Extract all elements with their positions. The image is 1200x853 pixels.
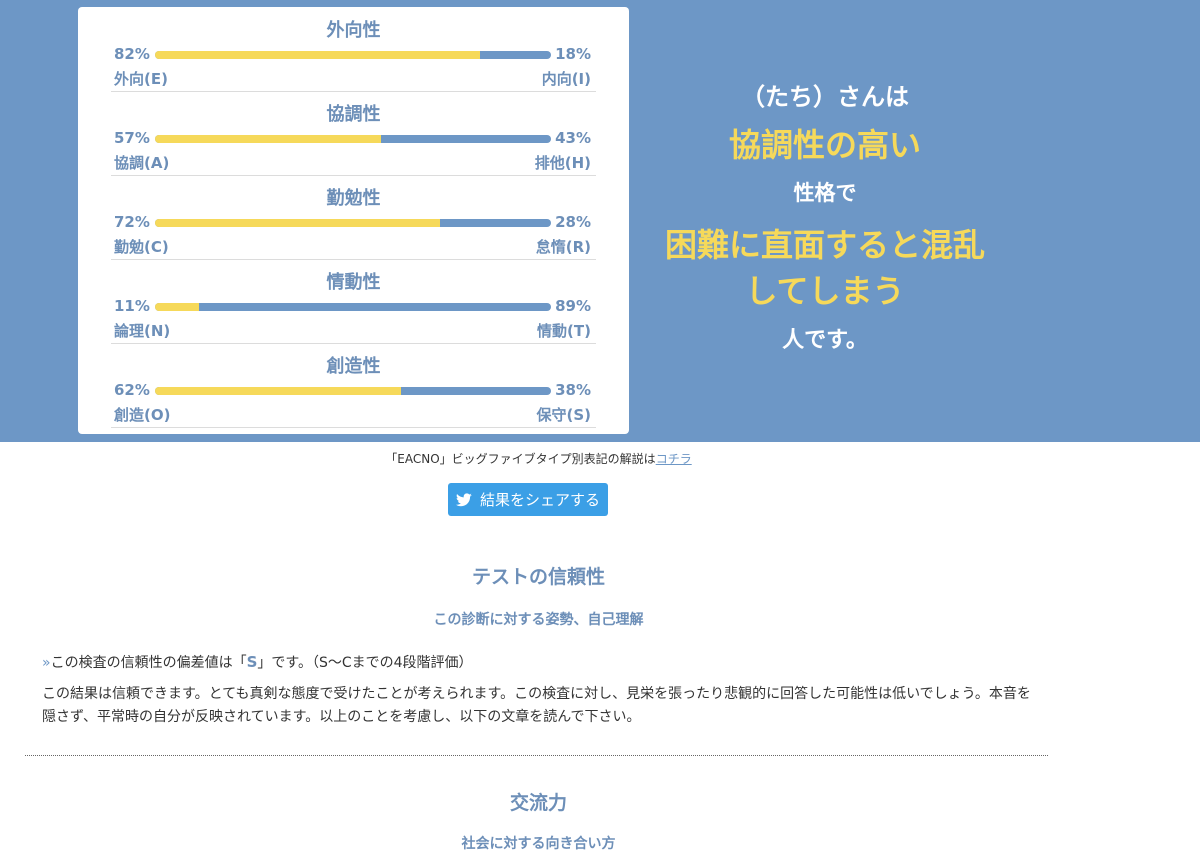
trait-left-percent: 57% [114,129,150,147]
communication-subheading: 社会に対する向き合い方 [461,836,616,852]
reliability-subheading: この診断に対する姿勢、自己理解 [433,612,644,628]
trait-left-percent: 82% [114,45,150,63]
summary-ending: 人です。 [782,328,868,353]
result-hero: 外向性 82% 18% 外向(E) 内向(I) 協調性 57% 43% 協調(A… [0,0,1200,442]
section-divider [25,755,1048,756]
trait-openness: 創造性 62% 38% 創造(O) 保守(S) [111,343,596,428]
summary-highlight-behavior-2: してしまう [745,272,905,310]
trait-card: 外向性 82% 18% 外向(E) 内向(I) 協調性 57% 43% 協調(A… [78,7,629,434]
trait-right-percent: 89% [555,297,591,315]
trait-conscientiousness: 勤勉性 72% 28% 勤勉(C) 怠惰(R) [111,175,596,260]
trait-right-percent: 28% [555,213,591,231]
trait-bar-fill [155,51,480,59]
trait-title: 外向性 [326,20,381,41]
trait-left-label: 外向(E) [114,70,168,88]
trait-left-percent: 62% [114,381,150,399]
trait-bar-fill [155,219,441,227]
trait-left-label: 論理(N) [114,322,171,340]
trait-title: 情動性 [326,272,381,293]
bullet-arrow-icon: » [42,655,51,671]
trait-right-label: 排他(H) [534,154,591,172]
trait-left-label: 協調(A) [114,154,170,172]
trait-bar-fill [155,135,381,143]
guide-link[interactable]: コチラ [655,452,692,466]
share-result-button[interactable]: 結果をシェアする [448,483,608,516]
trait-left-percent: 11% [114,297,150,315]
share-label: 結果をシェアする [479,491,600,509]
guide-text: 「EACNO」ビッグファイブタイプ別表記の解説は [385,452,656,466]
trait-bar [155,135,551,143]
score-pre-text: この検査の信頼性の偏差値は「 [50,655,247,671]
trait-bar [155,219,551,227]
personality-summary: （たち）さんは 協調性の高い 性格で 困難に直面すると混乱 してしまう 人です。 [630,0,1020,442]
trait-right-percent: 18% [555,45,591,63]
score-post-text: 」です。（S〜Cまでの4段階評価） [257,655,473,671]
trait-bar [155,51,551,59]
trait-bar-fill [155,303,199,311]
summary-highlight-trait: 協調性の高い [728,126,921,164]
trait-emotionality: 情動性 11% 89% 論理(N) 情動(T) [111,259,596,344]
trait-right-percent: 38% [555,381,591,399]
trait-right-label: 情動(T) [537,322,591,340]
summary-connector: 性格で [793,181,857,205]
trait-left-label: 勤勉(C) [114,238,169,256]
summary-highlight-behavior: 困難に直面すると混乱 [664,226,985,264]
trait-right-percent: 43% [555,129,591,147]
trait-extraversion: 外向性 82% 18% 外向(E) 内向(I) [111,7,596,92]
reliability-score-line: »この検査の信頼性の偏差値は「S」です。（S〜Cまでの4段階評価） [42,652,473,672]
trait-right-label: 内向(I) [541,70,591,88]
trait-title: 協調性 [326,104,381,125]
trait-left-percent: 72% [114,213,150,231]
trait-title: 創造性 [326,356,381,377]
reliability-paragraph: この結果は信頼できます。とても真剣な態度で受けたことが考えられます。この検査に対… [42,686,1031,725]
trait-left-label: 創造(O) [114,406,171,424]
reliability-heading: テストの信頼性 [471,566,605,588]
twitter-bird-icon [455,492,472,506]
reliability-grade: S [246,653,258,671]
trait-right-label: 保守(S) [536,406,591,424]
trait-agreeableness: 協調性 57% 43% 協調(A) 排他(H) [111,91,596,176]
trait-bar-fill [155,387,401,395]
type-guide-line: 「EACNO」ビッグファイブタイプ別表記の解説はコチラ [0,450,1077,467]
trait-right-label: 怠惰(R) [535,238,591,256]
summary-user-line: （たち）さんは [741,83,909,111]
trait-bar [155,387,551,395]
trait-bar [155,303,551,311]
trait-title: 勤勉性 [326,188,381,209]
communication-heading: 交流力 [509,792,567,814]
